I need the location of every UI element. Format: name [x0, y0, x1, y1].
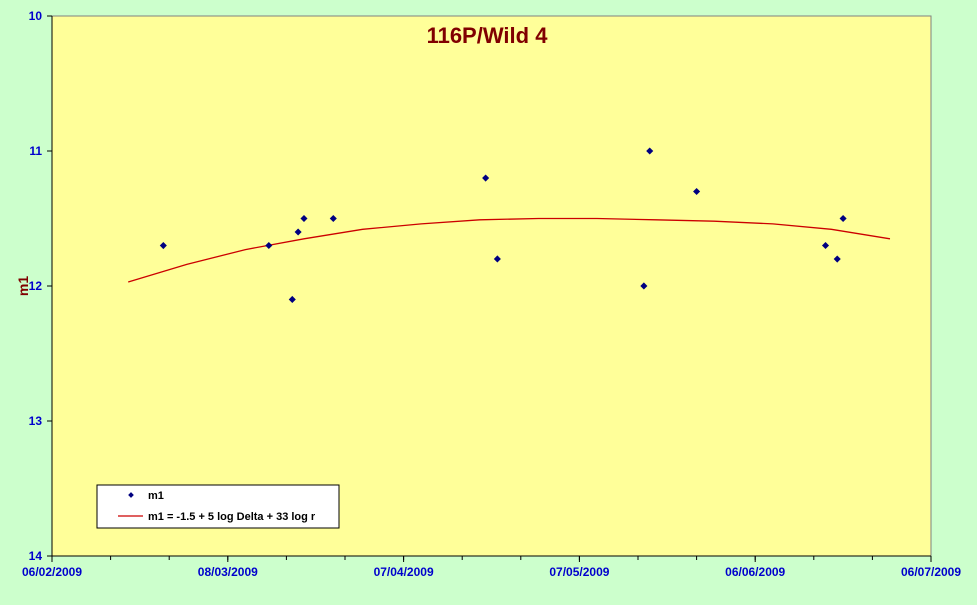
fit-line — [128, 217, 891, 283]
data-point-11 — [821, 241, 830, 250]
y-axis-title-group: m1 — [15, 276, 31, 296]
legend-marker-m1 — [128, 492, 134, 498]
y-tick-label-1: 11 — [29, 144, 42, 158]
fit-line-layer — [128, 217, 891, 283]
legend-label-fit: m1 = -1.5 + 5 log Delta + 33 log r — [148, 511, 316, 523]
data-point-3 — [294, 228, 302, 236]
legend-label-m1: m1 — [148, 490, 164, 502]
y-tick-label-3: 13 — [29, 414, 43, 428]
data-point-12 — [833, 255, 841, 263]
data-point-2 — [288, 295, 296, 304]
data-point-0 — [159, 241, 167, 250]
data-point-4 — [300, 214, 308, 223]
data-point-8 — [640, 282, 648, 290]
data-point-10 — [693, 187, 701, 196]
x-tick-label-3: 07/05/2009 — [549, 565, 609, 579]
y-tick-label-0: 10 — [29, 9, 43, 23]
data-point-7 — [493, 255, 501, 263]
x-tick-label-1: 08/03/2009 — [198, 565, 258, 579]
x-tick-label-4: 06/06/2009 — [725, 565, 785, 579]
data-point-13 — [839, 214, 847, 223]
axes: 10 11 12 13 14 06/02/2009 08/03/2009 07/04/2009… — [22, 9, 961, 579]
x-tick-label-5: 06/07/2009 — [901, 565, 961, 579]
x-tick-label-2: 07/04/2009 — [374, 565, 434, 579]
x-tick-label-0: 06/02/2009 — [22, 565, 82, 579]
data-point-5 — [329, 214, 337, 223]
chart-title: 116P/Wild 4 — [427, 23, 549, 48]
data-points-layer — [159, 147, 847, 304]
data-point-1 — [265, 241, 273, 250]
data-point-9 — [646, 147, 654, 155]
y-tick-label-2: 12 — [29, 279, 43, 293]
legend: m1 m1 = -1.5 + 5 log Delta + 33 log r — [96, 484, 340, 529]
data-point-6 — [482, 174, 490, 182]
y-axis-title: m1 — [15, 276, 31, 296]
legend-box — [96, 484, 340, 529]
plot-area — [51, 15, 932, 557]
y-tick-label-4: 14 — [29, 549, 43, 563]
